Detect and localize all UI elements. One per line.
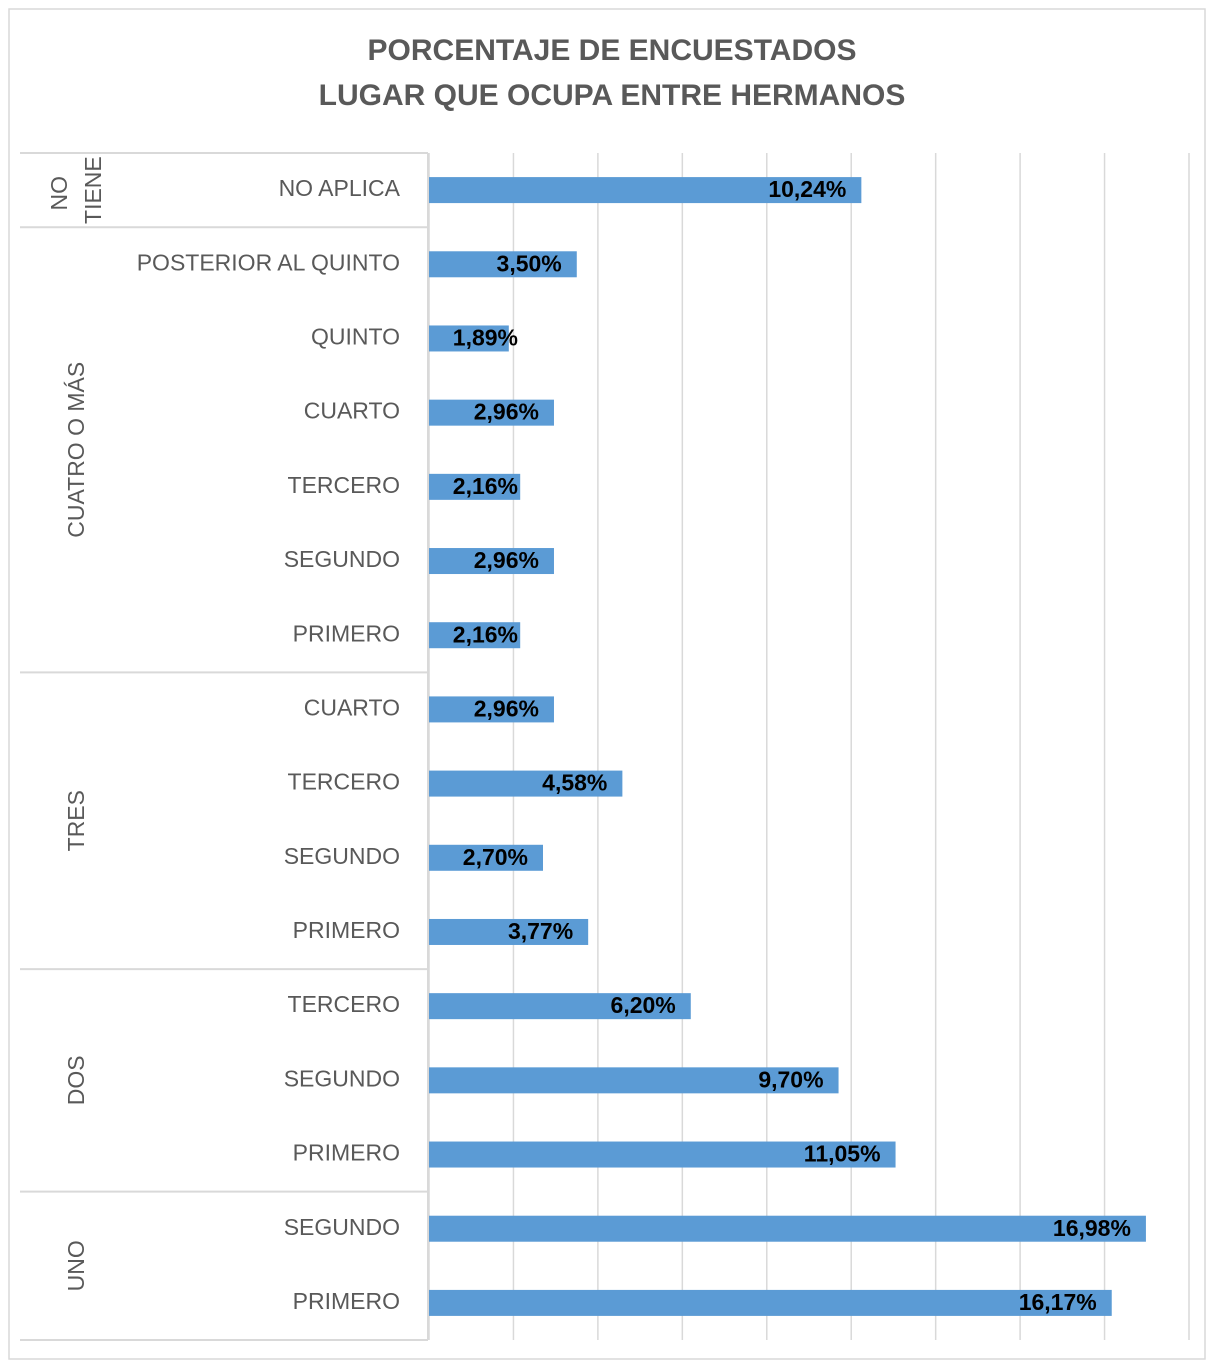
data-label: 3,50% <box>497 250 562 276</box>
bar <box>429 993 691 1020</box>
category-label: SEGUNDO <box>284 1065 400 1091</box>
data-label: 11,05% <box>804 1141 881 1167</box>
data-label: 2,70% <box>463 844 528 870</box>
category-label: SEGUNDO <box>284 546 400 572</box>
chart-frame <box>8 8 1206 1360</box>
category-label: QUINTO <box>311 324 400 350</box>
category-label: PRIMERO <box>293 917 400 943</box>
category-label: TERCERO <box>288 769 400 795</box>
data-label: 2,16% <box>453 621 518 647</box>
data-label: 2,96% <box>474 695 539 721</box>
bar <box>429 251 577 278</box>
bar <box>429 770 623 797</box>
bar <box>429 548 554 575</box>
category-label: CUARTO <box>304 694 400 720</box>
bar <box>429 473 521 500</box>
category-label: NO APLICA <box>279 175 401 201</box>
data-label: 3,77% <box>508 918 573 944</box>
data-label: 1,89% <box>453 325 518 351</box>
data-label: 16,17% <box>1019 1289 1097 1315</box>
bar <box>429 177 862 204</box>
bar <box>429 1141 896 1168</box>
category-label: PRIMERO <box>293 1140 400 1166</box>
category-label: TERCERO <box>288 991 400 1017</box>
category-label: POSTERIOR AL QUINTO <box>137 249 400 275</box>
chart-title: PORCENTAJE DE ENCUESTADOS <box>368 34 857 67</box>
bar <box>429 1215 1146 1242</box>
group-label: DOS <box>63 1055 89 1105</box>
category-label: SEGUNDO <box>284 1214 400 1240</box>
bar <box>429 325 509 352</box>
data-label: 9,70% <box>758 1066 823 1092</box>
data-label: 16,98% <box>1053 1215 1131 1241</box>
category-label: SEGUNDO <box>284 843 400 869</box>
group-label: NO TIENE <box>46 156 106 224</box>
category-label: TERCERO <box>288 472 400 498</box>
category-label: CUARTO <box>304 398 400 424</box>
bar <box>429 918 589 945</box>
chart-title: LUGAR QUE OCUPA ENTRE HERMANOS <box>319 79 906 112</box>
data-label: 6,20% <box>611 992 676 1018</box>
data-label: 10,24% <box>768 176 846 202</box>
group-label: UNO <box>63 1240 89 1291</box>
category-label: PRIMERO <box>293 1288 400 1314</box>
bar <box>429 622 521 649</box>
group-label: TRES <box>63 790 89 851</box>
bar <box>429 1289 1112 1316</box>
bar <box>429 696 554 723</box>
data-label: 2,96% <box>474 399 539 425</box>
data-label: 2,96% <box>474 547 539 573</box>
bar <box>429 1067 839 1094</box>
group-label: CUATRO O MÁS <box>63 362 89 538</box>
bar <box>429 844 543 871</box>
data-label: 2,16% <box>453 473 518 499</box>
data-label: 4,58% <box>542 770 607 796</box>
category-label: PRIMERO <box>293 620 400 646</box>
bar <box>429 399 554 426</box>
